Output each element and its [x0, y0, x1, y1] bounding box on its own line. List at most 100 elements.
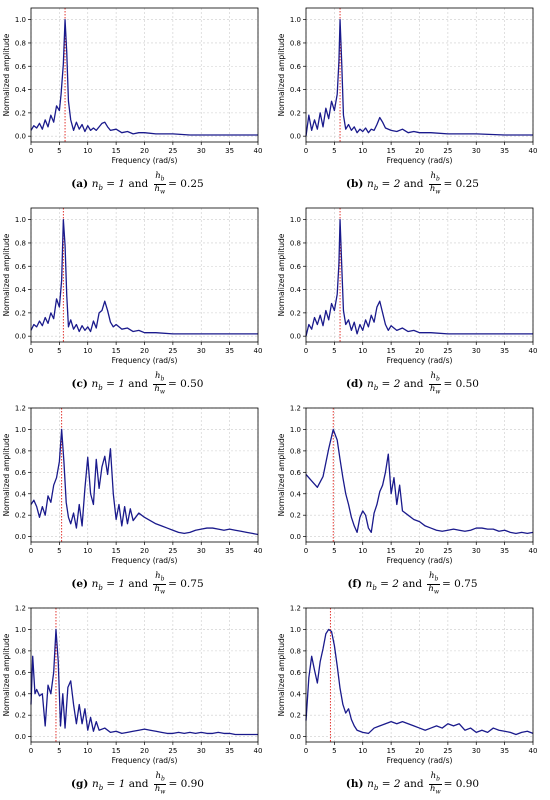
- chart-panel-b: 0 5 10 15 20 25 30 35 40 0.0 0.2 0.4 0.6 0.8 1.0 Freque…: [275, 0, 550, 200]
- caption-ratio-value: = 0.90: [168, 778, 204, 791]
- amplitude-series-line: [30, 19, 258, 136]
- caption-ratio-fraction: hb hw: [153, 371, 166, 396]
- panel-caption: (b) nb = 2 and hb hw = 0.25: [275, 172, 550, 196]
- x-tick-label: 5: [332, 547, 336, 555]
- y-tick-label: 0.0: [290, 133, 301, 141]
- x-tick-label: 20: [140, 147, 149, 155]
- x-tick-label: 10: [83, 547, 92, 555]
- y-tick-label: 0.2: [290, 512, 301, 520]
- x-axis-label: Frequency (rad/s): [112, 356, 178, 365]
- x-tick-label: 35: [500, 347, 509, 355]
- y-tick-label: 0.6: [15, 469, 27, 477]
- y-tick-label: 0.4: [15, 690, 27, 698]
- y-axis-label: Normalized amplitude: [277, 33, 286, 116]
- x-tick-label: 35: [500, 547, 509, 555]
- x-tick-label: 15: [112, 547, 121, 555]
- y-axis-label: Normalized amplitude: [277, 633, 286, 716]
- y-tick-label: 0.0: [290, 333, 301, 341]
- x-tick-label: 5: [57, 147, 61, 155]
- y-tick-label: 1.0: [15, 16, 26, 24]
- y-tick-label: 0.0: [15, 133, 26, 141]
- y-tick-label: 1.0: [290, 626, 301, 634]
- x-tick-label: 10: [83, 747, 92, 755]
- caption-ratio-value: = 0.50: [443, 378, 479, 391]
- amplitude-series-line: [305, 19, 533, 137]
- x-tick-label: 40: [254, 147, 263, 155]
- y-axis-label: Normalized amplitude: [2, 233, 11, 316]
- panel-caption: (c) nb = 1 and hb hw = 0.50: [0, 372, 275, 396]
- caption-and: and: [402, 578, 426, 591]
- x-tick-label: 10: [358, 547, 367, 555]
- x-tick-label: 20: [415, 147, 424, 155]
- caption-ratio-fraction: hb hw: [428, 171, 442, 196]
- x-tick-label: 35: [225, 547, 234, 555]
- x-tick-label: 15: [387, 147, 396, 155]
- caption-ratio-fraction: hb hw: [153, 771, 167, 796]
- x-tick-label: 35: [225, 147, 234, 155]
- x-tick-label: 25: [168, 747, 177, 755]
- chart-panel-e: 0 5 10 15 20 25 30 35 40 0.0 0.2 0.4 0.6 0.8 1.0 1.2 Fre…: [0, 400, 275, 600]
- y-tick-label: 0.0: [15, 733, 26, 741]
- x-tick-label: 0: [29, 347, 33, 355]
- caption-ratio-value: = 0.50: [167, 378, 204, 391]
- x-tick-label: 30: [197, 747, 206, 755]
- x-tick-label: 25: [168, 147, 177, 155]
- x-tick-label: 15: [112, 347, 121, 355]
- x-tick-label: 35: [500, 747, 509, 755]
- caption-ratio-fraction: hb hw: [153, 171, 167, 196]
- x-tick-label: 35: [225, 347, 234, 355]
- y-tick-label: 0.6: [15, 669, 27, 677]
- x-axis-label: Frequency (rad/s): [112, 156, 178, 165]
- x-tick-label: 5: [332, 147, 336, 155]
- caption-nb: nb = 2: [366, 378, 404, 393]
- y-tick-label: 0.4: [290, 286, 302, 294]
- caption-ratio-fraction: hb hw: [428, 371, 442, 396]
- y-tick-label: 0.6: [290, 469, 302, 477]
- x-tick-label: 25: [443, 147, 452, 155]
- x-tick-label: 15: [387, 547, 396, 555]
- y-tick-label: 1.0: [290, 216, 301, 224]
- x-tick-label: 30: [197, 347, 206, 355]
- x-tick-label: 40: [254, 547, 263, 555]
- amplitude-series-line: [30, 628, 258, 736]
- caption-tag: (c): [71, 378, 92, 391]
- y-tick-label: 1.2: [15, 405, 26, 413]
- caption-nb: nb = 2: [365, 578, 403, 593]
- x-tick-label: 10: [358, 147, 367, 155]
- x-tick-label: 0: [304, 747, 308, 755]
- caption-ratio-value: = 0.25: [443, 178, 479, 191]
- chart-svg-f: 0 5 10 15 20 25 30 35 40 0.0 0.2 0.4 0.6 0.8 1.0 1.2 Fre…: [277, 405, 537, 566]
- amplitude-series-line: [30, 428, 259, 536]
- x-tick-label: 25: [168, 347, 177, 355]
- caption-tag: (f): [347, 578, 366, 591]
- x-tick-label: 30: [472, 747, 481, 755]
- y-tick-label: 1.0: [15, 426, 26, 434]
- panel-caption: (h) nb = 2 and hb hw = 0.90: [275, 772, 550, 796]
- y-tick-label: 0.2: [15, 309, 26, 317]
- caption-tag: (d): [346, 378, 367, 391]
- caption-ratio-value: = 0.25: [168, 178, 204, 191]
- amplitude-series-line: [30, 219, 258, 335]
- caption-and: and: [128, 778, 152, 791]
- caption-tag: (b): [346, 178, 367, 191]
- x-tick-label: 15: [112, 747, 121, 755]
- y-tick-label: 0.2: [290, 109, 301, 117]
- caption-and: and: [403, 178, 427, 191]
- caption-ratio-fraction: hb hw: [428, 771, 442, 796]
- x-axis-label: Frequency (rad/s): [112, 756, 178, 765]
- caption-tag: (a): [71, 178, 92, 191]
- x-tick-label: 40: [529, 147, 538, 155]
- x-axis-label: Frequency (rad/s): [387, 356, 453, 365]
- y-tick-label: 0.4: [290, 86, 302, 94]
- x-tick-label: 20: [140, 747, 149, 755]
- x-tick-label: 30: [197, 147, 206, 155]
- x-tick-label: 5: [57, 547, 61, 555]
- y-tick-label: 0.6: [15, 63, 27, 71]
- caption-and: and: [128, 178, 152, 191]
- chart-svg-g: 0 5 10 15 20 25 30 35 40 0.0 0.2 0.4 0.6 0.8 1.0 1.2 Fre…: [2, 605, 262, 766]
- y-tick-label: 1.0: [15, 626, 26, 634]
- x-tick-label: 20: [140, 547, 149, 555]
- x-axis-label: Frequency (rad/s): [387, 156, 453, 165]
- x-tick-label: 35: [225, 747, 234, 755]
- y-tick-label: 0.6: [290, 263, 302, 271]
